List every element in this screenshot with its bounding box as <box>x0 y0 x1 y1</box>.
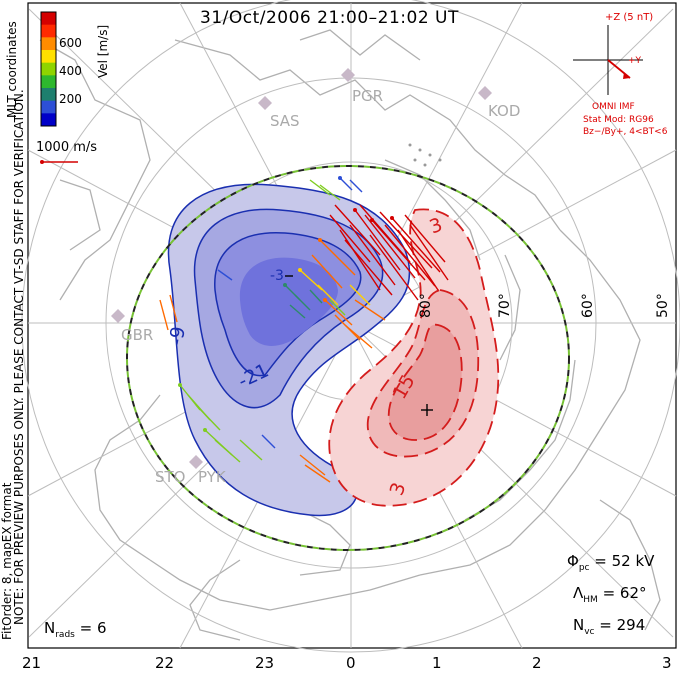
colorbar-tick-400: 400 <box>59 64 82 78</box>
plot-frame <box>27 2 677 649</box>
station-kod: KOD <box>488 102 521 120</box>
colorbar-segment <box>41 37 56 51</box>
preview-note: NOTE: FOR PREVIEW PURPOSES ONLY. PLEASE … <box>12 89 26 625</box>
map-title: 31/Oct/2006 21:00–21:02 UT <box>200 8 459 28</box>
latitude-label-60: 60° <box>580 293 596 318</box>
fit-order: FitOrder: 8, mapEX format <box>0 482 14 640</box>
colorbar-tick-600: 600 <box>59 36 82 50</box>
stat-n-rads: Nrads = 6 <box>44 619 107 640</box>
stat-lambda-hm: ΛHM = 62° <box>573 584 647 605</box>
velocity-vectors <box>159 177 449 483</box>
colorbar-segment <box>41 113 56 127</box>
imf-clock-dial <box>573 25 643 95</box>
colorbar-segment <box>41 50 56 64</box>
reference-vector-label: 1000 m/s <box>36 140 98 155</box>
imf-condition: Bz−/By+, 4<BT<6 <box>583 127 668 137</box>
station-pyk: PYK <box>198 468 226 486</box>
vector-origins <box>178 143 442 432</box>
latitude-label-80: 80° <box>418 293 434 318</box>
station-sas: SAS <box>270 112 300 130</box>
mlt-label-3: 3 <box>662 654 672 672</box>
stat-n-vc: Nvc = 294 <box>573 616 646 637</box>
colorbar-segment <box>41 24 56 38</box>
heppner-maynard-boundary <box>126 165 570 551</box>
stat-phi-pc: Φpc = 52 kV <box>567 552 655 573</box>
imf-z-label: +Z (5 nT) <box>605 12 654 23</box>
colorbar-segment <box>41 100 56 114</box>
mlt-label-1: 1 <box>432 654 442 672</box>
radar-site-markers <box>111 68 492 469</box>
contour-label-neg-3: -3 <box>270 268 284 284</box>
colorbar-segment <box>41 75 56 89</box>
mlt-label-21: 21 <box>22 654 42 672</box>
potential-extrema <box>285 275 433 416</box>
reference-vector <box>40 160 78 164</box>
coastlines <box>39 29 661 641</box>
imf-stat-mod: Stat Mod: RG96 <box>583 115 654 125</box>
mlt-label-2: 2 <box>532 654 542 672</box>
mlt-label-22: 22 <box>155 654 175 672</box>
imf-source: OMNI IMF <box>592 102 635 112</box>
colorbar-segment <box>41 62 56 76</box>
station-sto: STO <box>155 468 186 486</box>
positive-cell <box>328 208 500 507</box>
latitude-label-70: 70° <box>497 293 513 318</box>
colorbar-tick-200: 200 <box>59 92 82 106</box>
station-pgr: PGR <box>352 87 384 105</box>
mlt-label-23: 23 <box>255 654 275 672</box>
latitude-label-50: 50° <box>655 293 671 318</box>
contour-label-neg-9: -9 <box>164 324 190 348</box>
colorbar-axis-label: Vel [m/s] <box>96 24 110 78</box>
imf-y-label: +Y <box>628 56 642 66</box>
colorbar-segment <box>41 12 56 26</box>
station-gbr: GBR <box>121 326 154 344</box>
colorbar-segment <box>41 88 56 102</box>
velocity-colorbar <box>41 12 56 127</box>
mlt-label-0: 0 <box>346 654 356 672</box>
